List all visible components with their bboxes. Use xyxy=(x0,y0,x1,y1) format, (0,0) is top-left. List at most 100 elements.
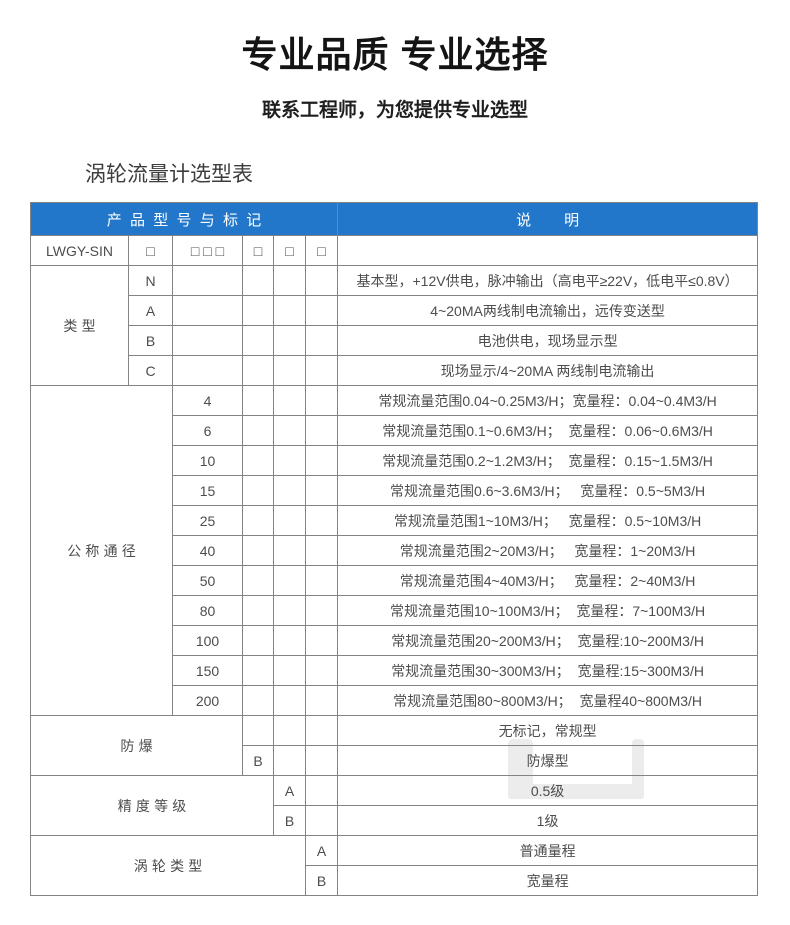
table-header-description: 说明 xyxy=(337,202,759,236)
table-row: C 现场显示/4~20MA 两线制电流输出 xyxy=(31,355,759,386)
empty-cell xyxy=(304,445,339,476)
description-cell: 常规流量范围20~200M3/H； 宽量程:10~200M3/H xyxy=(337,625,759,656)
table-row: 50 常规流量范围4~40M3/H； 宽量程：2~40M3/H xyxy=(31,565,759,596)
empty-cell xyxy=(242,535,274,566)
option-code-cell: 200 xyxy=(172,685,243,716)
empty-cell xyxy=(273,355,306,386)
option-code-cell: C xyxy=(128,355,173,386)
selection-table: 产品型号与标记 说明 LWGY-SIN □ □ □ □ □ □ □ 类型 xyxy=(29,202,759,896)
empty-cell xyxy=(304,415,339,446)
option-code-cell: 80 xyxy=(172,595,243,626)
option-code-cell: 4 xyxy=(172,385,243,416)
option-code-cell: 25 xyxy=(172,505,243,536)
section-title: 涡轮流量计选型表 xyxy=(85,163,253,186)
option-code-cell: B xyxy=(304,865,339,896)
empty-cell xyxy=(172,325,243,356)
empty-cell xyxy=(304,355,339,386)
table-row: 6 常规流量范围0.1~0.6M3/H； 宽量程：0.06~0.6M3/H xyxy=(31,415,759,446)
empty-cell xyxy=(172,295,243,326)
description-cell: 0.5级 xyxy=(337,775,759,806)
placeholder-box-cell: □ xyxy=(273,235,306,266)
description-cell: 常规流量范围0.6~3.6M3/H； 宽量程：0.5~5M3/H xyxy=(337,475,759,506)
empty-cell xyxy=(273,445,306,476)
empty-cell xyxy=(304,595,339,626)
empty-cell xyxy=(273,565,306,596)
empty-cell xyxy=(304,475,339,506)
description-cell: 普通量程 xyxy=(337,835,759,866)
empty-cell xyxy=(304,385,339,416)
placeholder-box-cell: □ □ □ xyxy=(172,235,243,266)
empty-cell xyxy=(242,475,274,506)
description-cell: 宽量程 xyxy=(337,865,759,896)
description-cell: 常规流量范围80~800M3/H； 宽量程40~800M3/H xyxy=(337,685,759,716)
empty-cell xyxy=(304,805,339,836)
empty-cell xyxy=(337,235,759,266)
selection-table-wrap: 产品型号与标记 说明 LWGY-SIN □ □ □ □ □ □ □ 类型 xyxy=(29,202,759,896)
placeholder-box-cell: □ xyxy=(128,235,173,266)
empty-cell xyxy=(273,325,306,356)
empty-cell xyxy=(242,505,274,536)
description-cell: 常规流量范围2~20M3/H； 宽量程：1~20M3/H xyxy=(337,535,759,566)
description-cell: 常规流量范围0.2~1.2M3/H； 宽量程：0.15~1.5M3/H xyxy=(337,445,759,476)
empty-cell xyxy=(242,355,274,386)
empty-cell xyxy=(304,625,339,656)
option-code-cell: 100 xyxy=(172,625,243,656)
table-row: 防爆 无标记，常规型 xyxy=(30,715,759,776)
table-row: 150 常规流量范围30~300M3/H； 宽量程:15~300M3/H xyxy=(31,655,759,686)
description-cell: 常规流量范围10~100M3/H； 宽量程：7~100M3/H xyxy=(337,595,759,626)
table-row: B 电池供电，现场显示型 xyxy=(31,325,759,356)
placeholder-box-cell: □ xyxy=(242,235,274,266)
table-header-product-model: 产品型号与标记 xyxy=(29,202,339,236)
option-code-cell: A xyxy=(304,835,339,866)
table-row: 80 常规流量范围10~100M3/H； 宽量程：7~100M3/H xyxy=(31,595,759,626)
description-cell: 常规流量范围1~10M3/H； 宽量程：0.5~10M3/H xyxy=(337,505,759,536)
empty-cell xyxy=(304,715,339,746)
empty-cell xyxy=(273,625,306,656)
section-label-explosion-proof: 防爆 xyxy=(30,715,243,776)
description-cell: 防爆型 xyxy=(337,745,759,776)
option-code-cell: A xyxy=(128,295,173,326)
description-cell: 常规流量范围0.1~0.6M3/H； 宽量程：0.06~0.6M3/H xyxy=(337,415,759,446)
empty-cell xyxy=(304,535,339,566)
table-row: B 1级 xyxy=(31,805,759,836)
page-title: 专业品质 专业选择 xyxy=(241,34,549,75)
model-row: LWGY-SIN □ □ □ □ □ □ □ xyxy=(30,235,759,266)
description-cell: 现场显示/4~20MA 两线制电流输出 xyxy=(337,355,759,386)
table-row: 15 常规流量范围0.6~3.6M3/H； 宽量程：0.5~5M3/H xyxy=(31,475,759,506)
placeholder-box-cell: □ xyxy=(304,235,339,266)
empty-cell xyxy=(242,565,274,596)
table-row: 25 常规流量范围1~10M3/H； 宽量程：0.5~10M3/H xyxy=(31,505,759,536)
empty-cell xyxy=(242,265,274,296)
empty-cell xyxy=(304,775,339,806)
empty-cell xyxy=(172,355,243,386)
description-cell: 常规流量范围0.04~0.25M3/H；宽量程：0.04~0.4M3/H xyxy=(337,385,759,416)
table-row: 类型 N 基本型，+12V供电，脉冲输出（高电平≥22V，低电平≤0.8V） xyxy=(30,265,759,386)
empty-cell xyxy=(242,685,274,716)
table-row: 精度等级 A 0.5级 xyxy=(30,775,759,836)
empty-cell xyxy=(273,385,306,416)
option-code-cell: A xyxy=(273,775,306,806)
empty-cell xyxy=(304,685,339,716)
empty-cell xyxy=(273,265,306,296)
option-code-cell: 15 xyxy=(172,475,243,506)
table-row: 100 常规流量范围20~200M3/H； 宽量程:10~200M3/H xyxy=(31,625,759,656)
description-cell: 1级 xyxy=(337,805,759,836)
option-code-cell: 50 xyxy=(172,565,243,596)
description-cell: 常规流量范围4~40M3/H； 宽量程：2~40M3/H xyxy=(337,565,759,596)
description-cell: 电池供电，现场显示型 xyxy=(337,325,759,356)
option-code-cell: 150 xyxy=(172,655,243,686)
empty-cell xyxy=(304,655,339,686)
page-subtitle: 联系工程师，为您提供专业选型 xyxy=(261,100,528,121)
option-code-cell: 10 xyxy=(172,445,243,476)
empty-cell xyxy=(242,625,274,656)
table-row: 涡轮类型 A 普通量程 xyxy=(30,835,759,896)
description-cell: 无标记，常规型 xyxy=(337,715,759,746)
empty-cell xyxy=(273,505,306,536)
empty-cell xyxy=(242,445,274,476)
empty-cell xyxy=(242,295,274,326)
empty-cell xyxy=(273,415,306,446)
empty-cell xyxy=(304,745,339,776)
empty-cell xyxy=(242,325,274,356)
empty-cell xyxy=(273,535,306,566)
empty-cell xyxy=(273,715,306,746)
